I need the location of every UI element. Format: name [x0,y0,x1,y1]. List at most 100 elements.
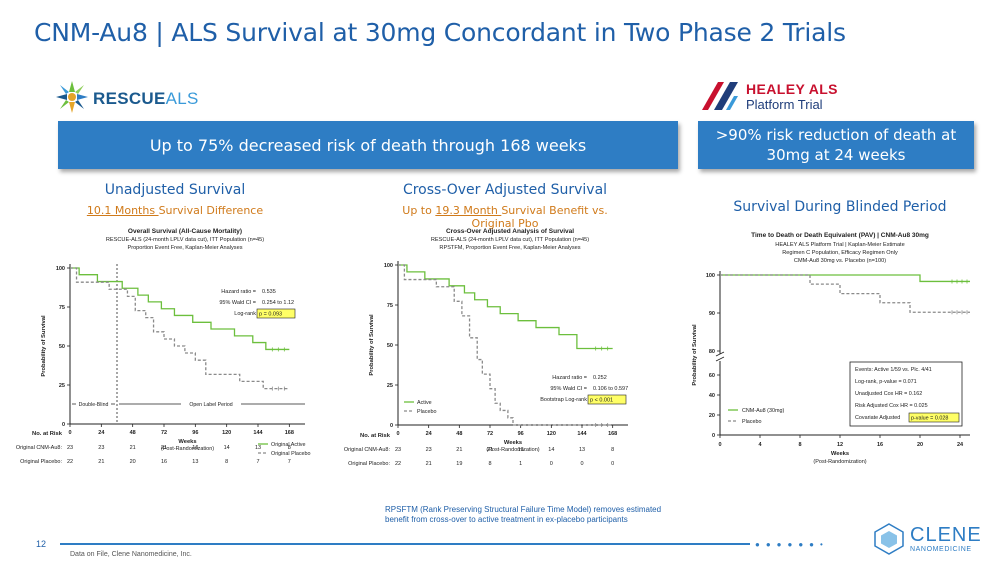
km-line-active [70,267,290,351]
x-tick-label: 144 [577,431,587,437]
section-title-crossover: Cross-Over Adjusted Survival [402,182,608,198]
risk-count: 21 [161,445,167,451]
risk-count: 19 [456,461,462,467]
y-tick-label: 25 [387,383,393,389]
x-tick-label: 24 [426,431,433,437]
risk-count: 23 [426,447,432,453]
stat-hr-label: Hazard ratio = [221,289,256,295]
chart-healey: Time to Death or Death Equivalent (PAV) … [692,232,970,465]
risk-count: 21 [426,461,432,467]
x-tick-label: 120 [222,430,231,436]
x-tick-label: 72 [161,430,167,436]
period-label-open: Open Label Period [189,402,232,408]
x-axis-label-2: (Post-Randomization) [813,459,866,465]
risk-count: 0 [611,461,614,467]
chart-crossover: Cross-Over Adjusted Analysis of Survival… [344,228,628,467]
source-note: Data on File, Clene Nanomedicine, Inc. [70,551,192,558]
x-tick-label: 168 [285,430,294,436]
x-tick-label: 20 [917,442,923,448]
risk-row-label: Original Placebo: [348,461,390,467]
healey-logo-line2: Platform Trial [746,97,823,112]
risk-header: No. at Risk [360,433,391,439]
chart-title: Overall Survival (All-Cause Mortality) [128,228,242,235]
axis-break [715,356,725,362]
stat-ci-label: 95% Wald CI = [219,300,256,306]
rescue-logo-word-b: ALS [165,89,199,108]
y-tick-label: 25 [59,383,65,389]
footer-divider [60,543,750,545]
rescue-burst-icon [56,81,88,113]
risk-count: 1 [519,461,522,467]
km-line-active [398,264,613,350]
footer-dots: ●●●●●●• [755,540,829,549]
risk-count: 22 [67,459,73,465]
x-tick-label: 48 [130,430,136,436]
y-tick-label: 60 [709,373,715,379]
y-tick-label: 100 [56,266,65,272]
x-tick-label: 8 [798,442,801,448]
stat-ci-label: 95% Wald CI = [550,386,587,392]
clene-logo-sub: NANOMEDICINE [910,546,972,553]
x-axis-label-2: (Post-Randomization) [486,447,539,453]
x-tick-label: 0 [68,430,71,436]
section-sub-crossover: Up to 19.3 Month Survival Benefit vs. Or… [380,204,630,230]
banner-healey: >90% risk reduction of death at 30mg at … [698,121,974,169]
chart-title: Time to Death or Death Equivalent (PAV) … [751,232,929,239]
chart-subtitle: CMM-Au8 30mg vs. Placebo (n=100) [794,258,886,264]
stat-risk-cox: Risk Adjusted Cox HR = 0.025 [855,403,928,409]
period-label-bg [181,400,241,408]
healey-logo-line1: HEALEY ALS [746,81,838,97]
km-line-active [720,274,970,283]
y-tick-label: 90 [709,311,715,317]
risk-header: No. at Risk [32,431,63,437]
km-line-placebo [398,264,613,426]
chart-subtitle: RESCUE-ALS (24-month LPLV data cut), ITT… [431,237,589,243]
y-axis-label: Probability of Survival [41,315,47,377]
risk-count: 23 [395,447,401,453]
rpsftm-footnote: RPSFTM (Rank Preserving Structural Failu… [385,505,662,524]
y-axis-label: Probability of Survival [692,324,698,386]
y-tick-label: 80 [709,349,715,355]
sub-rest-crossover: Survival Benefit vs. Original Pbo [471,204,608,230]
risk-count: 14 [548,447,554,453]
y-tick-label: 100 [706,273,715,279]
healey-logo-icon [702,82,738,110]
chart-title: Cross-Over Adjusted Analysis of Survival [446,228,574,235]
legend-label-placebo: Placebo [417,409,436,415]
stat-events: Events: Active 1/59 vs. Plc. 4/41 [855,367,932,373]
y-tick-label: 0 [712,433,715,439]
section-title-unadjusted: Unadjusted Survival [104,182,246,198]
stat-p-value: p = 0.093 [259,312,282,318]
stat-hr-value: 0.252 [593,375,607,381]
y-tick-label: 75 [387,303,393,309]
x-tick-label: 24 [957,442,964,448]
y-tick-label: 0 [390,423,393,429]
sub-highlight-crossover: 19.3 Month [435,204,502,217]
risk-count: 23 [98,445,104,451]
stat-hr-value: 0.535 [262,289,276,295]
legend-label-active: Original Active [271,442,305,448]
risk-count: 8 [225,459,228,465]
risk-count: 21 [487,447,493,453]
stat-cox: Unadjusted Cox HR = 0.162 [855,391,922,397]
risk-count: 14 [224,445,230,451]
axis-break [715,351,725,357]
x-tick-label: 24 [98,430,105,436]
rescue-logo-word-a: RESCUE [93,89,166,108]
stat-p-label: Log-rank [234,311,256,317]
stat-p-label: Bootstrap Log-rank [540,397,587,403]
risk-count: 8 [488,461,491,467]
sub-rest-unadjusted: Survival Difference [158,204,264,217]
risk-count: 0 [550,461,553,467]
y-tick-label: 50 [59,344,65,350]
chart-unadjusted: Overall Survival (All-Cause Mortality) RE… [16,228,311,465]
y-tick-label: 40 [709,393,715,399]
rescue-logo-text: RESCUEALS [93,89,199,109]
risk-count: 21 [98,459,104,465]
x-tick-label: 12 [837,442,843,448]
x-tick-label: 0 [718,442,721,448]
risk-count: 13 [579,447,585,453]
x-tick-label: 16 [877,442,883,448]
clene-logo: CLENE NANOMEDICINE [872,522,992,558]
